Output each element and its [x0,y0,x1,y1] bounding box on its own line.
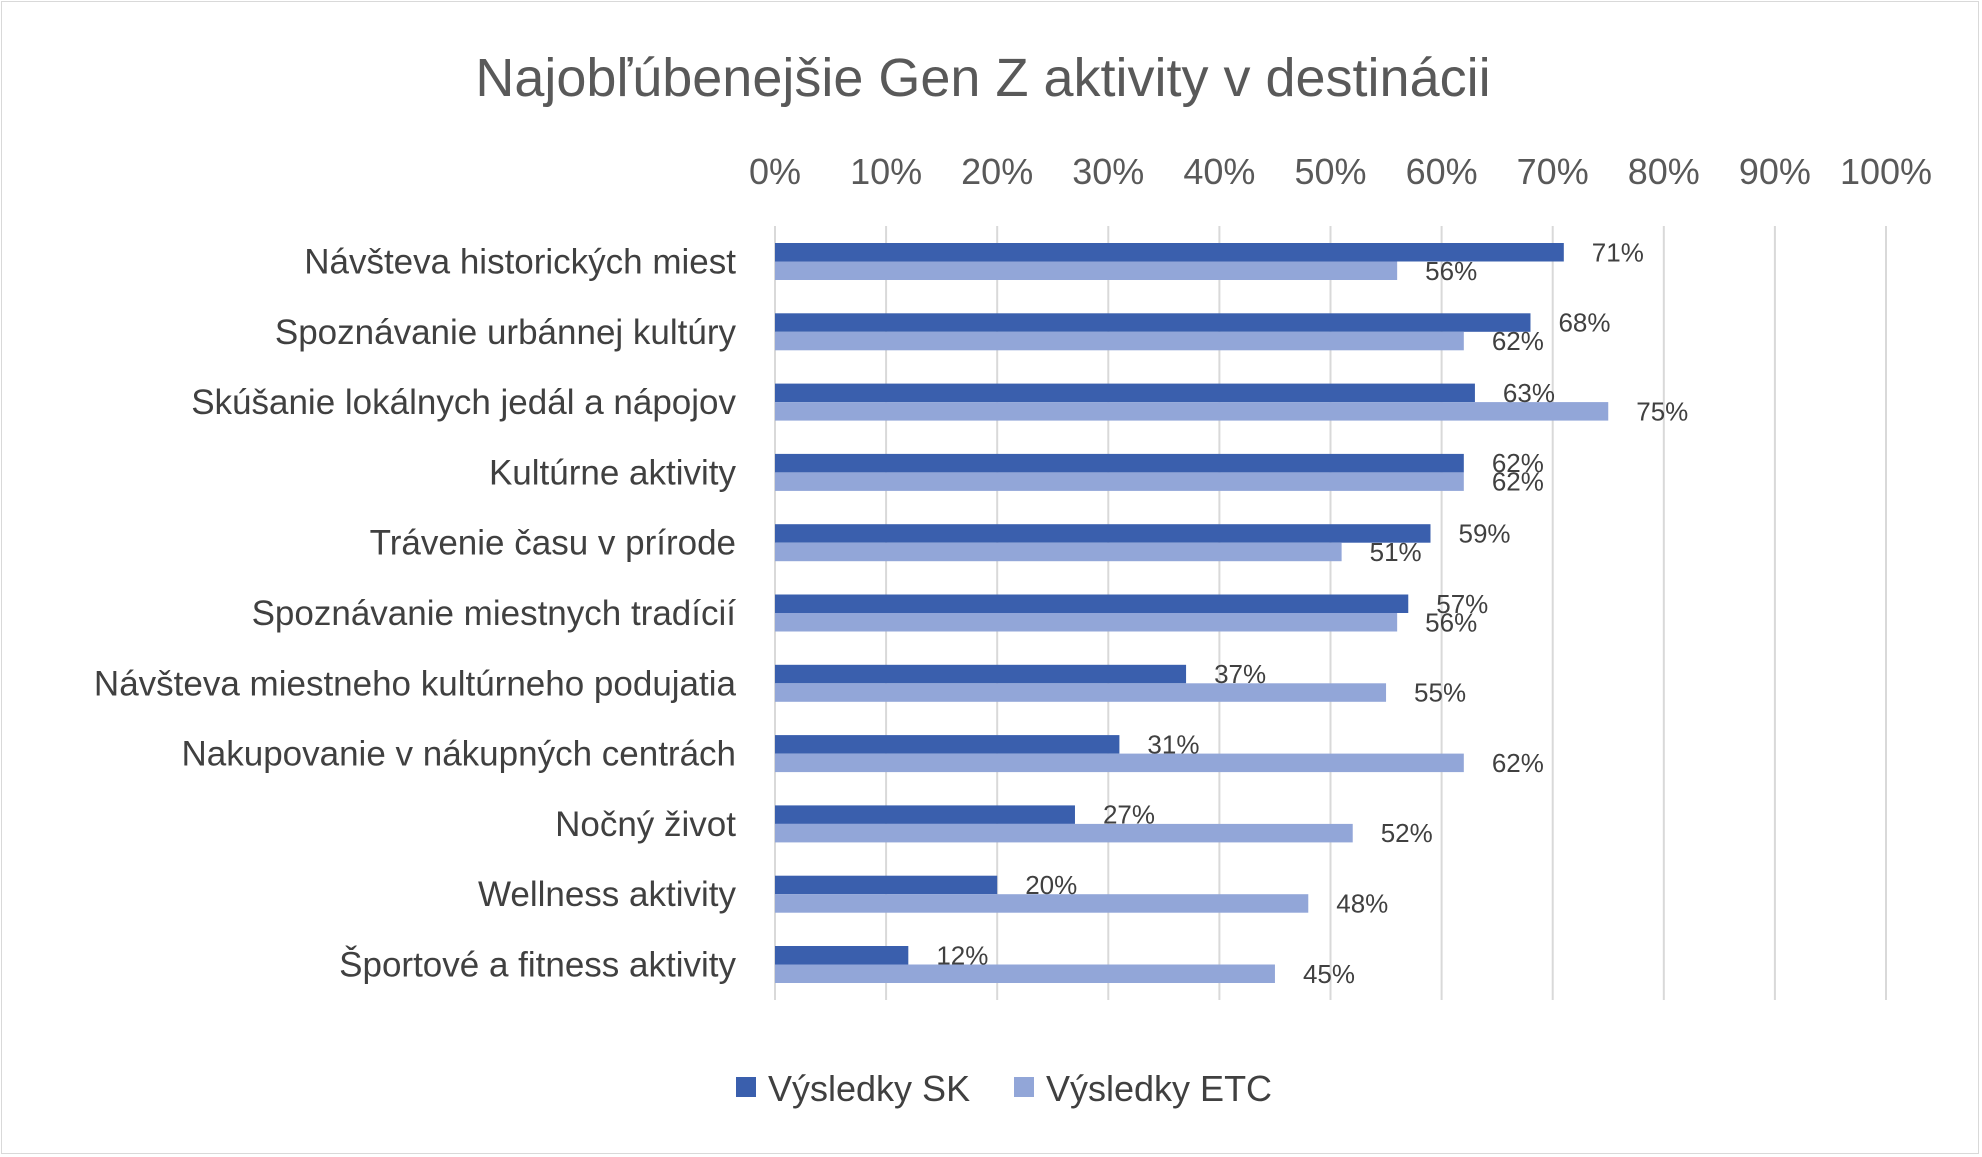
bar-sk [775,524,1431,543]
bar-sk [775,946,909,965]
legend-swatch-sk [736,1077,756,1097]
category-label: Návšteva historických miest [304,243,736,282]
data-label-sk: 63% [1503,378,1555,408]
legend-label-sk: Výsledky SK [768,1068,970,1109]
data-label-etc: 62% [1492,326,1544,356]
data-label-etc: 48% [1336,888,1388,918]
data-label-etc: 56% [1425,256,1477,286]
bar-sk [775,805,1075,824]
data-labels: 71% 68% 63% 62% 59% 57% 37% 31% 27% 20% 12% 56% 62% 7… [936,237,1688,989]
bar-etc [775,472,1464,491]
category-label: Nočný život [555,805,736,844]
data-label-etc: 51% [1370,537,1422,567]
data-label-sk: 57% [1436,589,1488,619]
category-label: Návšteva miestneho kultúrneho podujatia [94,664,737,703]
bar-etc [775,331,1464,351]
bar-etc [775,542,1342,562]
bar-etc [775,823,1353,843]
data-label-sk: 59% [1458,518,1510,548]
legend-label-etc: Výsledky ETC [1046,1068,1272,1109]
bar-etc [775,402,1609,421]
data-label-etc: 56% [1425,607,1477,637]
bar-sk [775,664,1187,684]
x-tick-label: 40% [1183,151,1255,192]
category-label: Kultúrne aktivity [489,453,737,492]
bars [775,243,1609,983]
data-label-sk: 27% [1103,800,1155,830]
data-label-sk: 62% [1492,448,1544,478]
data-label-etc: 62% [1492,467,1544,497]
x-tick-label: 60% [1406,151,1478,192]
category-label: Športové a fitness aktivity [339,946,736,985]
bar-etc [775,261,1398,280]
category-label: Skúšanie lokálnych jedál a nápojov [191,383,736,422]
bar-sk [775,735,1120,754]
data-label-etc: 45% [1303,959,1355,989]
bar-etc [775,964,1275,983]
data-label-etc: 62% [1492,748,1544,778]
data-label-sk: 71% [1592,237,1644,267]
data-label-sk: 37% [1214,659,1266,689]
legend-swatch-etc [1014,1077,1034,1097]
data-label-sk: 12% [936,940,988,970]
bar-etc [775,613,1398,632]
bar-sk [775,383,1475,403]
x-tick-label: 90% [1739,151,1811,192]
data-label-etc: 52% [1381,818,1433,848]
x-tick-label: 20% [961,151,1033,192]
x-tick-label: 70% [1517,151,1589,192]
bar-sk [775,243,1564,262]
gridlines [774,226,1887,1000]
legend: Výsledky SK Výsledky ETC [736,1068,1272,1109]
data-label-sk: 31% [1147,729,1199,759]
x-tick-label: 30% [1072,151,1144,192]
bar-etc [775,753,1464,773]
data-label-sk: 68% [1558,308,1610,338]
x-tick-label: 0% [749,151,801,192]
bar-sk [775,313,1531,332]
x-tick-label: 80% [1628,151,1700,192]
category-label: Trávenie času v prírode [370,524,736,563]
bar-etc [775,894,1309,913]
data-label-etc: 75% [1636,396,1688,426]
bar-sk [775,453,1464,473]
bar-sk [775,594,1409,613]
category-label: Spoznávanie miestnych tradícií [252,594,737,633]
x-tick-label: 50% [1294,151,1366,192]
chart-title: Najobľúbenejšie Gen Z aktivity v destiná… [475,48,1490,108]
category-label: Wellness aktivity [478,875,737,914]
x-tick-label: 100% [1840,151,1932,192]
category-labels: Návšteva historických miest Spoznávanie u… [94,243,737,985]
category-label: Spoznávanie urbánnej kultúry [275,313,737,352]
x-axis-ticks: 0% 10% 20% 30% 40% 50% 60% 70% 80% 90% 100% [749,151,1932,192]
data-label-sk: 20% [1025,870,1077,900]
bar-etc [775,683,1387,702]
data-label-etc: 55% [1414,678,1466,708]
x-tick-label: 10% [850,151,922,192]
category-label: Nakupovanie v nákupných centrách [181,735,736,774]
bar-sk [775,875,998,895]
